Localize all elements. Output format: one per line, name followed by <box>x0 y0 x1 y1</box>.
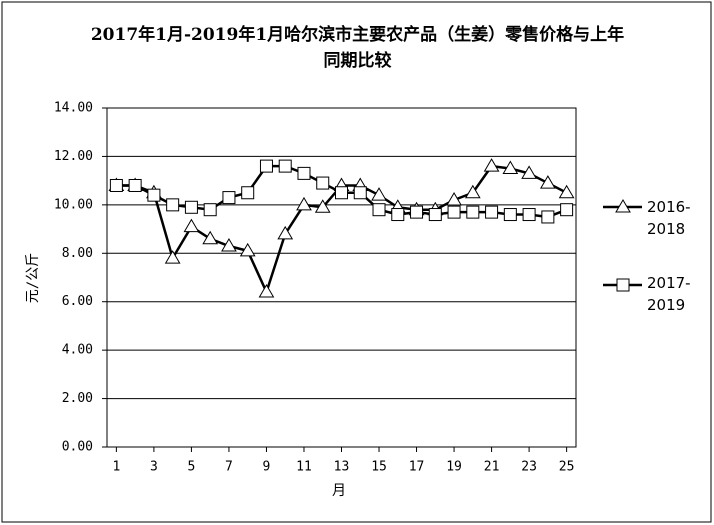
y-tick-label: 6.00 <box>62 294 93 309</box>
point <box>485 205 499 219</box>
point <box>316 176 330 190</box>
x-tick-label: 5 <box>188 460 196 475</box>
point <box>297 166 311 180</box>
point <box>410 205 424 219</box>
point <box>560 203 574 217</box>
x-axis-label: 月 <box>332 483 346 499</box>
chart-title: 2017年1月-2019年1月哈尔滨市主要农产品（生姜）零售价格与上年同期比较 <box>90 25 625 71</box>
point <box>241 186 255 200</box>
point <box>522 208 536 222</box>
point <box>521 165 537 179</box>
y-tick-label: 14.00 <box>54 101 93 116</box>
point <box>464 184 481 199</box>
x-tick-label: 25 <box>559 460 575 475</box>
x-tick-label: 21 <box>484 460 500 475</box>
point <box>183 218 200 233</box>
point <box>109 178 123 192</box>
point <box>203 203 217 217</box>
point <box>296 196 312 211</box>
point <box>558 184 575 199</box>
x-tick-label: 11 <box>296 460 312 475</box>
x-tick-label: 1 <box>112 460 120 475</box>
point <box>128 178 142 192</box>
x-tick-label: 9 <box>263 460 271 475</box>
legend-marker <box>616 278 630 292</box>
point <box>314 199 331 213</box>
x-tick-label: 17 <box>409 460 425 475</box>
point <box>259 159 273 173</box>
point <box>539 175 556 189</box>
point <box>372 203 386 217</box>
point <box>541 210 555 224</box>
point <box>166 198 180 212</box>
y-tick-label: 8.00 <box>62 246 93 261</box>
point <box>221 238 237 252</box>
y-axis-label: 元/公斤 <box>25 253 41 303</box>
point <box>371 187 387 201</box>
x-tick-label: 13 <box>334 460 350 475</box>
y-tick-label: 2.00 <box>62 391 93 406</box>
y-tick-label: 12.00 <box>54 149 93 164</box>
x-tick-label: 3 <box>150 460 158 475</box>
point <box>483 158 500 172</box>
point <box>503 208 517 222</box>
legend-label: 2017-2019 <box>647 274 691 314</box>
legend-label: 2016-2018 <box>647 198 691 238</box>
point <box>447 205 461 219</box>
x-tick-label: 19 <box>446 460 462 475</box>
y-tick-label: 10.00 <box>54 197 93 212</box>
point <box>466 205 480 219</box>
x-tick-label: 15 <box>371 460 387 475</box>
point <box>353 186 367 200</box>
x-tick-label: 7 <box>225 460 233 475</box>
point <box>222 191 236 205</box>
x-tick-label: 23 <box>521 460 537 475</box>
point <box>147 188 161 202</box>
point <box>239 242 256 257</box>
point <box>446 192 462 206</box>
y-tick-label: 4.00 <box>62 343 93 358</box>
legend-marker <box>615 199 631 213</box>
point <box>258 284 275 298</box>
y-tick-label: 0.00 <box>62 440 93 455</box>
point <box>391 208 405 222</box>
point <box>164 250 181 264</box>
point <box>335 186 348 200</box>
point <box>277 225 294 240</box>
point <box>278 159 292 173</box>
point <box>502 160 519 175</box>
point <box>428 208 442 222</box>
point <box>202 230 219 245</box>
point <box>184 200 198 214</box>
